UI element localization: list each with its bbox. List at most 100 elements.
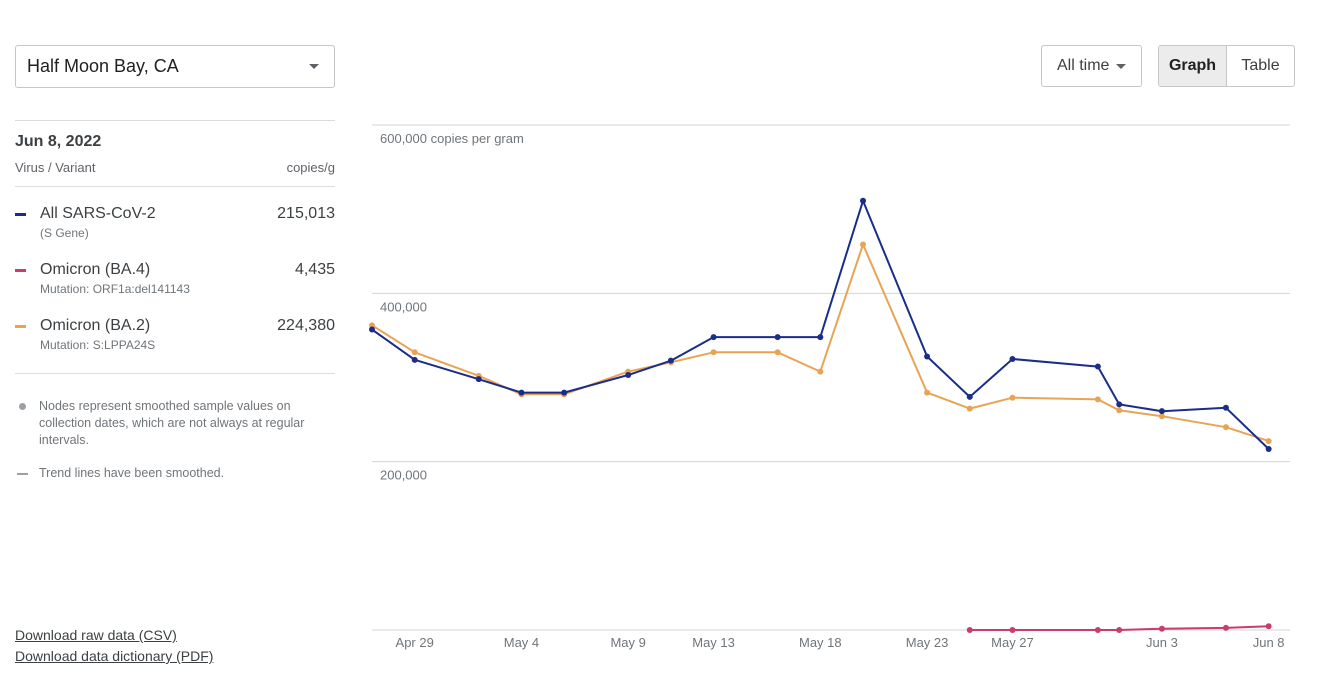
data-point (1009, 355, 1016, 362)
time-range-select[interactable]: All time (1041, 45, 1142, 87)
chart-notes: Nodes represent smoothed sample values o… (15, 374, 335, 482)
chevron-down-icon (309, 64, 319, 69)
location-select-value: Half Moon Bay, CA (27, 56, 179, 76)
legend-panel: Jun 8, 2022 Virus / Variant copies/g All… (15, 120, 335, 498)
wastewater-line-chart: 200,000 400,000 600,000 copies per gram Ap… (369, 124, 1290, 650)
time-range-value: All time (1057, 57, 1110, 74)
downloads: Download raw data (CSV) Download data di… (15, 625, 213, 667)
data-point (710, 334, 717, 341)
divider (15, 120, 335, 121)
x-tick-label: May 23 (906, 635, 949, 650)
x-tick-label: May 9 (610, 635, 645, 650)
divider (15, 373, 335, 374)
data-point (966, 393, 973, 400)
data-point (817, 368, 824, 375)
y-tick-label: 200,000 (380, 468, 427, 483)
x-tick-label: May 13 (692, 635, 735, 650)
legend-col-unit: copies/g (286, 160, 335, 175)
legend-header: Virus / Variant copies/g (15, 160, 335, 186)
data-point (860, 241, 867, 248)
data-point (1009, 394, 1016, 401)
y-tick-label: 400,000 (380, 299, 427, 314)
note-nodes-text: Nodes represent smoothed sample values o… (39, 399, 305, 447)
data-point (924, 389, 931, 396)
legend-item-sub: Mutation: ORF1a:del141143 (40, 282, 190, 296)
legend-item-name: Omicron (BA.2) (40, 317, 151, 334)
series-all-sars-cov-2 (369, 197, 1272, 453)
data-point (1094, 627, 1101, 633)
legend-item-value: 215,013 (277, 205, 335, 222)
data-point (475, 376, 482, 383)
series-omicron-ba-4- (966, 623, 1272, 633)
legend-item-value: 224,380 (277, 317, 335, 334)
data-point (667, 357, 674, 364)
data-point (1116, 407, 1123, 414)
legend-item-value: 4,435 (294, 261, 335, 278)
legend-swatch (15, 213, 26, 216)
data-point (1158, 408, 1165, 415)
x-axis-ticks: Apr 29 May 4 May 9 May 13 May 18 May 23 May 27… (396, 635, 1285, 650)
x-tick-label: May 4 (504, 635, 539, 650)
grid-layer: 200,000 400,000 600,000 copies per gram (372, 124, 1290, 631)
data-point (774, 334, 781, 341)
download-csv-link[interactable]: Download raw data (CSV) (15, 627, 177, 643)
legend-item-name: All SARS-CoV-2 (40, 205, 156, 222)
note-trend: Trend lines have been smoothed. (15, 465, 335, 482)
data-point (1222, 404, 1229, 411)
data-point (1116, 627, 1123, 633)
data-point (411, 349, 418, 356)
data-point (1094, 396, 1101, 403)
legend-list: All SARS-CoV-2 (S Gene) 215,013 Omicron … (15, 187, 335, 373)
legend-swatch (15, 325, 26, 328)
download-dictionary-link[interactable]: Download data dictionary (PDF) (15, 648, 214, 664)
chevron-down-icon (1116, 63, 1126, 69)
legend-date: Jun 8, 2022 (15, 133, 102, 150)
data-point (1009, 627, 1016, 633)
data-point (369, 322, 375, 329)
data-point (1265, 623, 1272, 630)
data-point (411, 356, 418, 363)
x-tick-label: May 27 (991, 635, 1034, 650)
location-select[interactable]: Half Moon Bay, CA (15, 45, 335, 88)
data-point (518, 389, 525, 396)
legend-item-omicron-ba2: Omicron (BA.2) Mutation: S:LPPA24S 224,3… (15, 317, 335, 373)
series-layer (369, 197, 1272, 633)
data-point (1222, 424, 1229, 431)
graph-view-button[interactable]: Graph (1159, 46, 1227, 86)
legend-item-name: Omicron (BA.4) (40, 261, 151, 278)
table-view-button[interactable]: Table (1241, 57, 1280, 74)
data-point (1265, 438, 1272, 445)
note-trend-text: Trend lines have been smoothed. (39, 466, 225, 480)
data-point (817, 334, 824, 341)
dot-icon (19, 403, 26, 410)
legend-item-sub: (S Gene) (40, 226, 89, 240)
x-tick-label: May 18 (799, 635, 842, 650)
y-tick-label: 600,000 copies per gram (380, 131, 524, 146)
dash-icon (17, 473, 28, 475)
legend-item-sub: Mutation: S:LPPA24S (40, 338, 156, 352)
data-point (860, 197, 867, 204)
series-omicron-ba-2- (369, 241, 1272, 445)
divider (15, 186, 335, 187)
data-point (966, 405, 973, 412)
legend-item-omicron-ba4: Omicron (BA.4) Mutation: ORF1a:del141143… (15, 261, 335, 317)
x-tick-label: Jun 8 (1253, 635, 1285, 650)
data-point (625, 371, 632, 378)
legend-col-name: Virus / Variant (15, 160, 96, 175)
data-point (561, 389, 568, 396)
data-point (710, 349, 717, 356)
data-point (369, 326, 375, 333)
series-line (371, 243, 1270, 443)
data-point (1158, 413, 1165, 420)
data-point (774, 349, 781, 356)
data-point (966, 627, 973, 633)
data-point (1158, 625, 1165, 632)
note-nodes: Nodes represent smoothed sample values o… (15, 398, 335, 449)
data-point (1116, 401, 1123, 408)
legend-item-all-sars-cov-2: All SARS-CoV-2 (S Gene) 215,013 (15, 205, 335, 261)
x-tick-label: Apr 29 (396, 635, 434, 650)
data-point (1265, 446, 1272, 453)
data-point (924, 353, 931, 360)
data-point (1222, 624, 1229, 631)
legend-swatch (15, 269, 26, 272)
